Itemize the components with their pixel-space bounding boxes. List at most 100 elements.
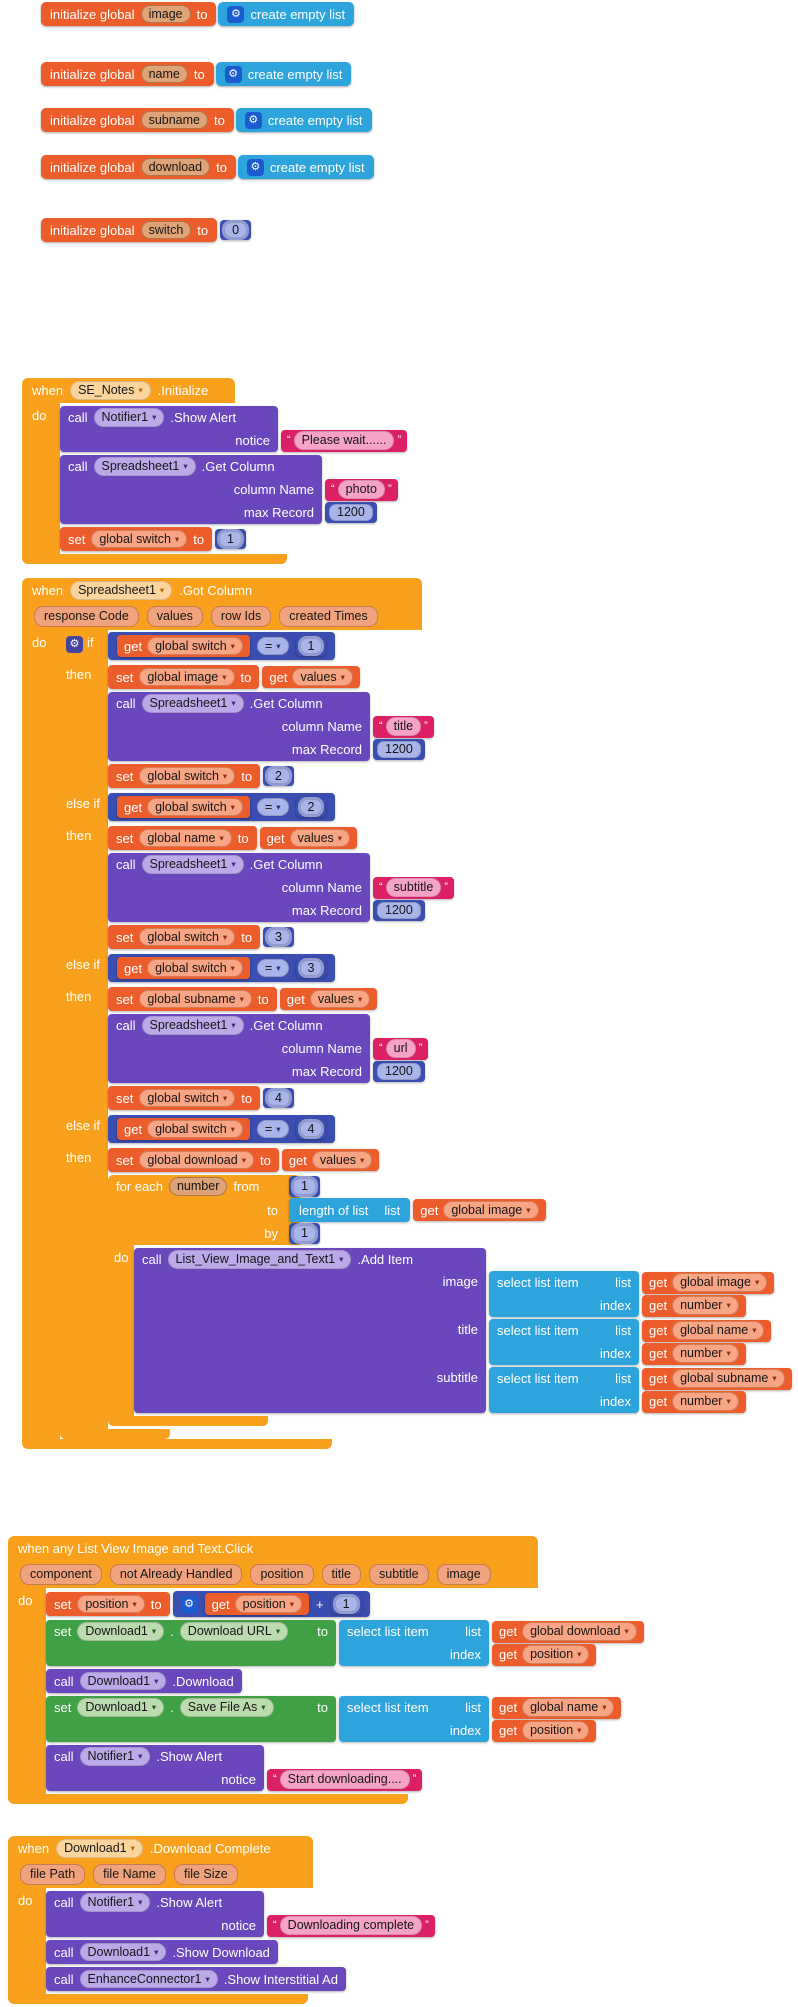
variable-dropdown[interactable]: values ▾ — [289, 828, 351, 848]
number-block[interactable]: 1 — [295, 635, 327, 657]
get-variable-block[interactable]: get values ▾ — [262, 666, 360, 688]
variable-dropdown[interactable]: values ▾ — [309, 989, 371, 1009]
create-empty-list-block[interactable]: ⚙ create empty list — [237, 155, 374, 179]
variable-dropdown[interactable]: global name ▾ — [139, 828, 232, 848]
variable-dropdown[interactable]: global download ▾ — [139, 1150, 254, 1170]
variable-dropdown[interactable]: global download ▾ — [522, 1622, 637, 1641]
initialize-global-switch-block[interactable]: initialize global switch to 0 — [41, 218, 252, 242]
operator-dropdown[interactable]: = ▾ — [256, 797, 289, 817]
create-empty-list-block[interactable]: ⚙ create empty list — [218, 2, 355, 26]
get-variable-block[interactable]: get global switch ▾ — [117, 957, 250, 979]
initialize-global-image-block[interactable]: initialize global image to ⚙ create empt… — [41, 2, 355, 26]
set-variable-block[interactable]: set global download ▾ to — [108, 1148, 279, 1172]
variable-dropdown[interactable]: number ▾ — [672, 1344, 739, 1363]
equals-condition-block[interactable]: get global switch ▾ = ▾ 4 — [108, 1115, 336, 1143]
event-param-chip[interactable]: title — [321, 1564, 361, 1585]
variable-dropdown[interactable]: global switch ▾ — [147, 1119, 243, 1139]
string-value-pill[interactable]: Downloading complete — [279, 1916, 423, 1935]
string-value-pill[interactable]: Start downloading.... — [279, 1770, 410, 1789]
variable-dropdown[interactable]: global switch ▾ — [139, 1088, 236, 1108]
string-value-pill[interactable]: Please wait...... — [293, 431, 395, 450]
initialize-global-header[interactable]: initialize global download to — [41, 155, 236, 179]
number-block[interactable]: 4 — [295, 1118, 327, 1140]
variable-dropdown[interactable]: global subname ▾ — [139, 989, 252, 1009]
set-property-block[interactable]: set Download1 ▾ . Save File As ▾ to — [46, 1696, 336, 1742]
event-param-chip[interactable]: values — [146, 606, 203, 627]
variable-dropdown[interactable]: global switch ▾ — [147, 958, 243, 978]
get-variable-block[interactable]: get values ▾ — [259, 827, 358, 849]
text-string-block[interactable]: “ Start downloading.... ” — [267, 1768, 423, 1791]
event-header[interactable]: when Spreadsheet1 ▾ .Got Column — [22, 578, 422, 603]
component-dropdown[interactable]: EnhanceConnector1 ▾ — [79, 1969, 218, 1989]
length-of-list-block[interactable]: length of list list — [289, 1198, 411, 1222]
number-block[interactable]: 1200 — [373, 1061, 425, 1082]
get-variable-block[interactable]: get values ▾ — [281, 1149, 380, 1171]
variable-name-pill[interactable]: download — [140, 157, 211, 177]
mutator-gear-icon[interactable]: ⚙ — [180, 1595, 198, 1613]
select-list-item-block[interactable]: select list item list get global name ▾ ind… — [489, 1319, 772, 1365]
get-variable-block[interactable]: get global switch ▾ — [117, 1118, 250, 1140]
event-param-chip[interactable]: image — [436, 1564, 491, 1585]
number-block[interactable]: 2 — [295, 796, 327, 818]
text-string-block[interactable]: “ photo ” — [325, 478, 398, 501]
when-screen-initialize-block[interactable]: when SE_Notes ▾ .Initialize do call Notif… — [22, 378, 408, 564]
event-param-chip[interactable]: not Already Handled — [109, 1564, 243, 1585]
variable-dropdown[interactable]: global image ▾ — [672, 1273, 768, 1292]
initialize-global-header[interactable]: initialize global name to — [41, 62, 214, 86]
variable-dropdown[interactable]: position ▾ — [522, 1721, 590, 1740]
equals-condition-block[interactable]: get global switch ▾ = ▾ 3 — [108, 954, 336, 982]
number-block[interactable]: 1200 — [373, 900, 425, 921]
event-param-chip[interactable]: component — [20, 1564, 102, 1585]
set-variable-block[interactable]: set global image ▾ to — [108, 665, 260, 689]
get-variable-block[interactable]: get global name ▾ — [642, 1319, 772, 1342]
call-get-column-block[interactable]: call Spreadsheet1 ▾ .Get Column column Na… — [108, 1014, 429, 1083]
get-variable-block[interactable]: get global download ▾ — [492, 1620, 644, 1643]
event-header[interactable]: when Download1 ▾ .Download Complete — [8, 1836, 313, 1861]
string-value-pill[interactable]: url — [385, 1039, 416, 1058]
when-listview-click-block[interactable]: when any List View Image and Text.Click … — [8, 1536, 644, 1804]
call-show-alert-block[interactable]: call Notifier1 ▾ .Show Alert notice “ Ple… — [60, 406, 408, 452]
number-block[interactable]: 1 — [289, 1176, 320, 1197]
event-param-chip[interactable]: file Path — [20, 1864, 86, 1885]
get-variable-block[interactable]: get number ▾ — [642, 1294, 746, 1317]
gear-icon[interactable]: ⚙ — [224, 65, 242, 83]
call-show-alert-block[interactable]: call Notifier1 ▾ .Show Alert notice “ Down… — [46, 1891, 435, 1937]
component-dropdown[interactable]: Download1 ▾ — [56, 1839, 143, 1858]
call-get-column-block[interactable]: call Spreadsheet1 ▾ .Get Column column Na… — [108, 692, 434, 761]
get-variable-block[interactable]: get values ▾ — [279, 988, 378, 1010]
number-block[interactable]: 1200 — [373, 739, 425, 760]
event-header[interactable]: when SE_Notes ▾ .Initialize — [22, 378, 235, 403]
variable-name-pill[interactable]: image — [140, 4, 191, 24]
component-dropdown[interactable]: SE_Notes ▾ — [70, 381, 151, 400]
get-variable-block[interactable]: get global name ▾ — [492, 1696, 622, 1719]
initialize-global-header[interactable]: initialize global switch to — [41, 218, 218, 242]
variable-dropdown[interactable]: position ▾ — [77, 1594, 145, 1614]
initialize-global-download-block[interactable]: initialize global download to ⚙ create e… — [41, 155, 374, 179]
component-dropdown[interactable]: Spreadsheet1 ▾ — [70, 581, 173, 600]
event-param-chip[interactable]: response Code — [34, 606, 139, 627]
call-show-interstitial-block[interactable]: call EnhanceConnector1 ▾ .Show Interstiti… — [46, 1967, 346, 1991]
create-empty-list-block[interactable]: ⚙ create empty list — [215, 62, 352, 86]
text-string-block[interactable]: “ Downloading complete ” — [267, 1914, 435, 1937]
string-value-pill[interactable]: subtitle — [385, 878, 442, 897]
call-show-download-block[interactable]: call Download1 ▾ .Show Download — [46, 1940, 278, 1964]
event-param-chip[interactable]: row Ids — [210, 606, 272, 627]
number-block[interactable]: 3 — [295, 957, 327, 979]
get-variable-block[interactable]: get global switch ▾ — [117, 796, 250, 818]
initialize-global-header[interactable]: initialize global image to — [41, 2, 217, 26]
set-variable-block[interactable]: set global switch ▾ to — [108, 1086, 261, 1110]
gear-icon[interactable]: ⚙ — [246, 158, 264, 176]
component-dropdown[interactable]: Download1 ▾ — [79, 1942, 167, 1962]
select-list-item-block[interactable]: select list item list get global subname ▾ … — [489, 1367, 792, 1413]
gear-icon[interactable]: ⚙ — [227, 5, 245, 23]
variable-dropdown[interactable]: global switch ▾ — [147, 797, 243, 817]
initialize-global-name-block[interactable]: initialize global name to ⚙ create empty… — [41, 62, 352, 86]
property-dropdown[interactable]: Save File As ▾ — [179, 1698, 274, 1717]
set-variable-block[interactable]: set global name ▾ to — [108, 826, 257, 850]
variable-name-pill[interactable]: switch — [140, 220, 192, 240]
set-variable-block[interactable]: set global subname ▾ to — [108, 987, 277, 1011]
mutator-gear-icon[interactable]: ⚙ — [66, 636, 83, 653]
operator-dropdown[interactable]: = ▾ — [256, 958, 289, 978]
event-param-chip[interactable]: file Size — [173, 1864, 238, 1885]
component-dropdown[interactable]: Download1 ▾ — [77, 1698, 165, 1717]
